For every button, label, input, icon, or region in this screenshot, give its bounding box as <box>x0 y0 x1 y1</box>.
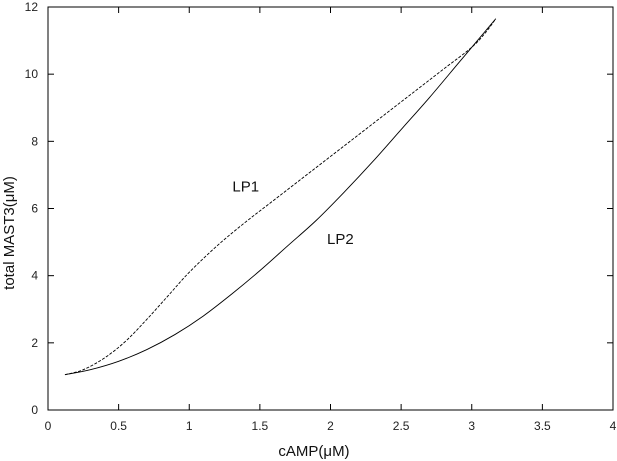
y-tick-label: 12 <box>25 0 39 14</box>
x-tick-label: 1.5 <box>252 419 269 433</box>
series-line-lp1 <box>64 18 497 376</box>
curve-label-lp2: LP2 <box>327 231 354 248</box>
y-tick-label: 0 <box>31 403 38 417</box>
x-tick-label: 3 <box>468 419 475 433</box>
y-tick-label: 2 <box>31 336 38 350</box>
x-tick-label: 3.5 <box>534 419 551 433</box>
tick-labels: 0 0.5 1 1.5 2 2.5 3 3.5 4 0 2 4 6 8 10 12 <box>25 0 617 433</box>
y-tick-label: 8 <box>31 134 38 148</box>
x-tick-label: 2.5 <box>393 419 410 433</box>
curve-label-lp1: LP1 <box>232 179 259 196</box>
y-tick-label: 6 <box>31 202 38 216</box>
series-line-lp2 <box>64 18 497 376</box>
x-tick-label: 1 <box>186 419 193 433</box>
axis-ticks <box>47 6 614 411</box>
x-axis-title: cAMP(μM) <box>278 443 349 460</box>
curve-labels: LP1 LP2 <box>232 179 353 248</box>
y-tick-label: 10 <box>25 67 39 81</box>
y-tick-label: 4 <box>31 269 38 283</box>
x-tick-label: 0.5 <box>110 419 127 433</box>
plot-frame <box>47 6 614 411</box>
x-tick-label: 4 <box>610 419 617 433</box>
series-group <box>64 18 497 376</box>
y-axis-title: total MAST3(μM) <box>1 176 18 290</box>
x-tick-label: 0 <box>45 419 52 433</box>
x-tick-label: 2 <box>327 419 334 433</box>
